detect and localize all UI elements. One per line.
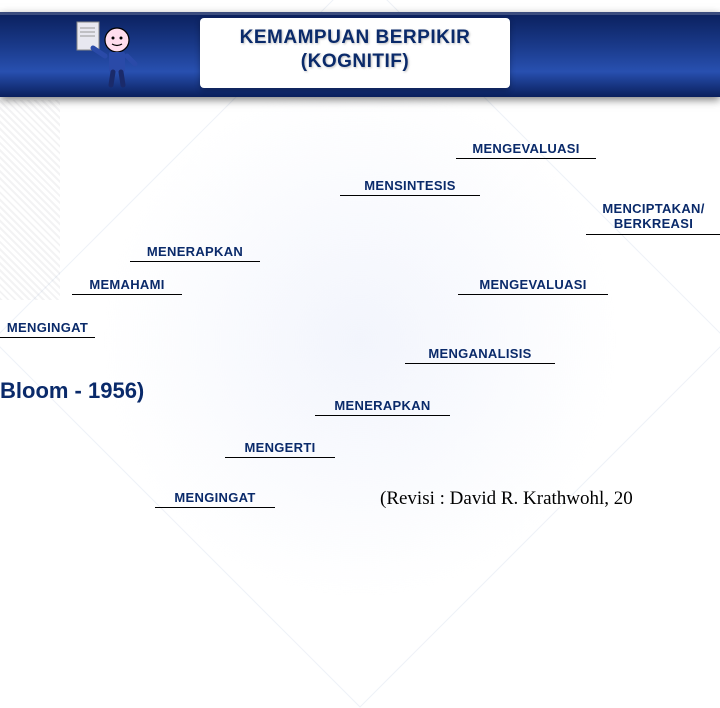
background-texture bbox=[0, 100, 60, 300]
step-label: MENSINTESIS bbox=[340, 178, 480, 193]
step-label: MENGERTI bbox=[225, 440, 335, 455]
title-line-1: KEMAMPUAN BERPIKIR bbox=[200, 26, 510, 50]
step-label: MENCIPTAKAN/ BERKREASI bbox=[586, 202, 720, 232]
step-label: MENERAPKAN bbox=[315, 398, 450, 413]
step-label: MENERAPKAN bbox=[130, 244, 260, 259]
title-line-2: (KOGNITIF) bbox=[200, 50, 510, 74]
bloom-1956-label: Bloom - 1956) bbox=[0, 378, 144, 404]
step-label: MENGEVALUASI bbox=[458, 277, 608, 292]
step-label: MEMAHAMI bbox=[72, 277, 182, 292]
step-label: MENGANALISIS bbox=[405, 346, 555, 361]
step-label: MENGEVALUASI bbox=[456, 141, 596, 156]
mascot-illustration bbox=[75, 20, 145, 90]
title-box: KEMAMPUAN BERPIKIR (KOGNITIF) bbox=[200, 18, 510, 88]
step-label: MENGINGAT bbox=[0, 320, 95, 335]
revisi-krathwohl-label: (Revisi : David R. Krathwohl, 20 bbox=[380, 488, 633, 510]
background-diamond bbox=[0, 0, 720, 708]
step-label: MENGINGAT bbox=[155, 490, 275, 505]
